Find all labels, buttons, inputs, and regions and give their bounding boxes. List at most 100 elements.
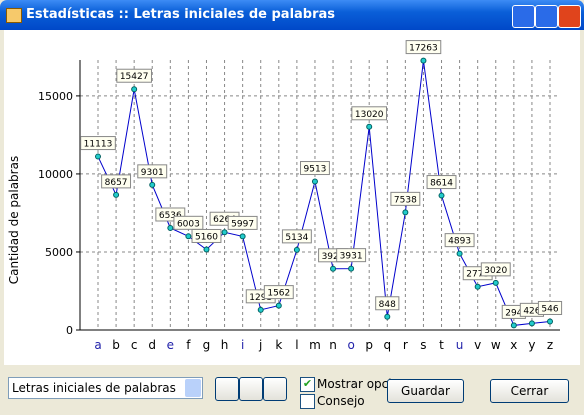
- close-dialog-button[interactable]: Cerrar: [490, 379, 569, 403]
- value-label: 5134: [285, 233, 308, 243]
- x-tick-label: v: [474, 338, 481, 352]
- x-tick-label: o: [347, 338, 354, 352]
- checkbox[interactable]: [300, 394, 315, 409]
- y-tick-label: 10000: [38, 168, 73, 181]
- value-label: 3931: [340, 252, 363, 262]
- value-label: 6536: [159, 211, 182, 221]
- point: [275, 302, 282, 309]
- chart-bg: [4, 30, 580, 365]
- point: [474, 283, 481, 290]
- point: [384, 313, 391, 320]
- x-tick-label: t: [439, 338, 444, 352]
- point: [185, 233, 192, 240]
- chart-curve-button[interactable]: [263, 377, 287, 401]
- value-label-box: [300, 161, 330, 176]
- point: [402, 209, 409, 216]
- x-tick-label: x: [510, 338, 517, 352]
- point: [131, 86, 138, 93]
- combo-arrow[interactable]: [185, 379, 201, 397]
- point: [113, 191, 120, 198]
- x-tick-label: z: [547, 338, 553, 352]
- value-label: 13020: [355, 110, 384, 120]
- point: [366, 123, 373, 130]
- x-tick-label: c: [131, 338, 138, 352]
- x-tick-label: h: [221, 338, 229, 352]
- title-bar: Estadísticas :: Letras iniciales de pala…: [0, 0, 584, 30]
- chart: Cantidad de palabras 0 5000 10000 15000 a b c d…: [4, 30, 580, 365]
- point: [330, 265, 337, 272]
- value-label-box: [426, 175, 457, 190]
- value-label-box: [444, 233, 475, 248]
- point: [348, 265, 355, 272]
- point: [95, 153, 101, 160]
- point: [239, 233, 246, 240]
- window-title: Estadísticas :: Letras iniciales de pala…: [26, 7, 336, 22]
- x-tick-label: s: [420, 338, 426, 352]
- value-label-box: [227, 215, 258, 230]
- close-button[interactable]: [558, 5, 581, 28]
- x-tick-label: w: [491, 338, 501, 352]
- checkbox-label: Consejo: [317, 394, 365, 408]
- value-label-box: [336, 248, 367, 263]
- x-tick-label: j: [258, 338, 262, 352]
- point: [528, 320, 535, 327]
- combo-text: Letras iniciales de palabras: [12, 381, 176, 395]
- x-tick-label: e: [167, 338, 174, 352]
- y-tick-label: 15000: [38, 90, 73, 103]
- x-tick-label: l: [295, 338, 298, 352]
- x-tick-label: b: [112, 338, 120, 352]
- x-tick-label: q: [383, 338, 391, 352]
- point: [167, 224, 174, 231]
- value-label: 5997: [231, 219, 254, 229]
- value-label: 5160: [195, 232, 218, 242]
- value-label-box: [351, 106, 388, 121]
- x-tick-label: d: [148, 338, 156, 352]
- value-label: 11113: [84, 140, 113, 150]
- value-label-box: [405, 40, 442, 55]
- value-label: 1562: [267, 289, 290, 299]
- value-label: 3921: [322, 252, 345, 262]
- x-tick-label: y: [528, 338, 535, 352]
- save-button[interactable]: Guardar: [387, 379, 464, 403]
- point: [438, 192, 445, 199]
- value-label: 7538: [394, 195, 417, 205]
- y-tick-label: 0: [66, 324, 73, 337]
- x-tick-label: g: [203, 338, 211, 352]
- value-label-box: [173, 215, 204, 230]
- value-label: 848: [379, 300, 396, 310]
- point: [149, 181, 156, 188]
- value-label-box: [116, 68, 152, 83]
- value-label: 6003: [177, 219, 200, 229]
- point: [420, 57, 427, 64]
- y-axis-label: Cantidad de palabras: [7, 156, 21, 284]
- minimize-button[interactable]: [512, 5, 535, 28]
- point: [510, 322, 517, 329]
- window-icon: [6, 8, 22, 23]
- x-tick-label: r: [403, 338, 408, 352]
- value-label: 546: [541, 304, 558, 314]
- x-tick-label: u: [456, 338, 464, 352]
- value-label: 15427: [120, 72, 149, 82]
- value-label: 2773: [466, 270, 489, 280]
- x-tick-label: m: [309, 338, 321, 352]
- value-label-box: [537, 300, 563, 315]
- value-label-box: [375, 296, 400, 311]
- point: [456, 250, 463, 257]
- value-label: 1293: [249, 293, 272, 303]
- combo-box[interactable]: Letras iniciales de palabras: [8, 377, 203, 399]
- value-label: 8614: [430, 179, 453, 189]
- value-label-box: [480, 262, 511, 277]
- series-line: [97, 60, 551, 326]
- point: [203, 246, 210, 253]
- maximize-button[interactable]: [535, 5, 558, 28]
- chart-area-button[interactable]: [239, 377, 263, 401]
- checkbox[interactable]: ✔: [300, 377, 315, 392]
- chart-line-button[interactable]: [215, 377, 239, 401]
- x-tick-label: i: [241, 338, 244, 352]
- value-label-box: [390, 191, 421, 206]
- x-tick-label: k: [275, 338, 282, 352]
- point: [547, 318, 553, 325]
- y-tick-label: 5000: [45, 246, 73, 259]
- value-label: 4893: [448, 237, 471, 247]
